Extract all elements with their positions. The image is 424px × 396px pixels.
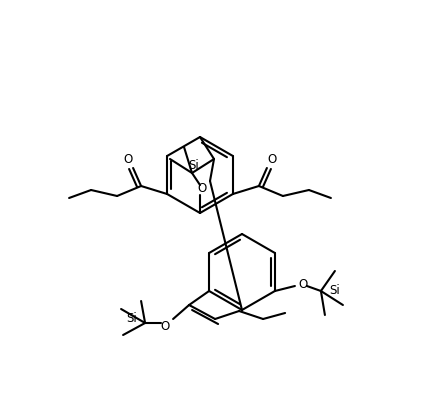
Text: O: O <box>267 152 276 166</box>
Text: O: O <box>123 152 133 166</box>
Text: O: O <box>298 278 307 291</box>
Text: Si: Si <box>329 284 340 297</box>
Text: O: O <box>160 320 170 333</box>
Text: Si: Si <box>126 312 137 326</box>
Text: O: O <box>198 181 206 194</box>
Text: Si: Si <box>189 158 199 171</box>
